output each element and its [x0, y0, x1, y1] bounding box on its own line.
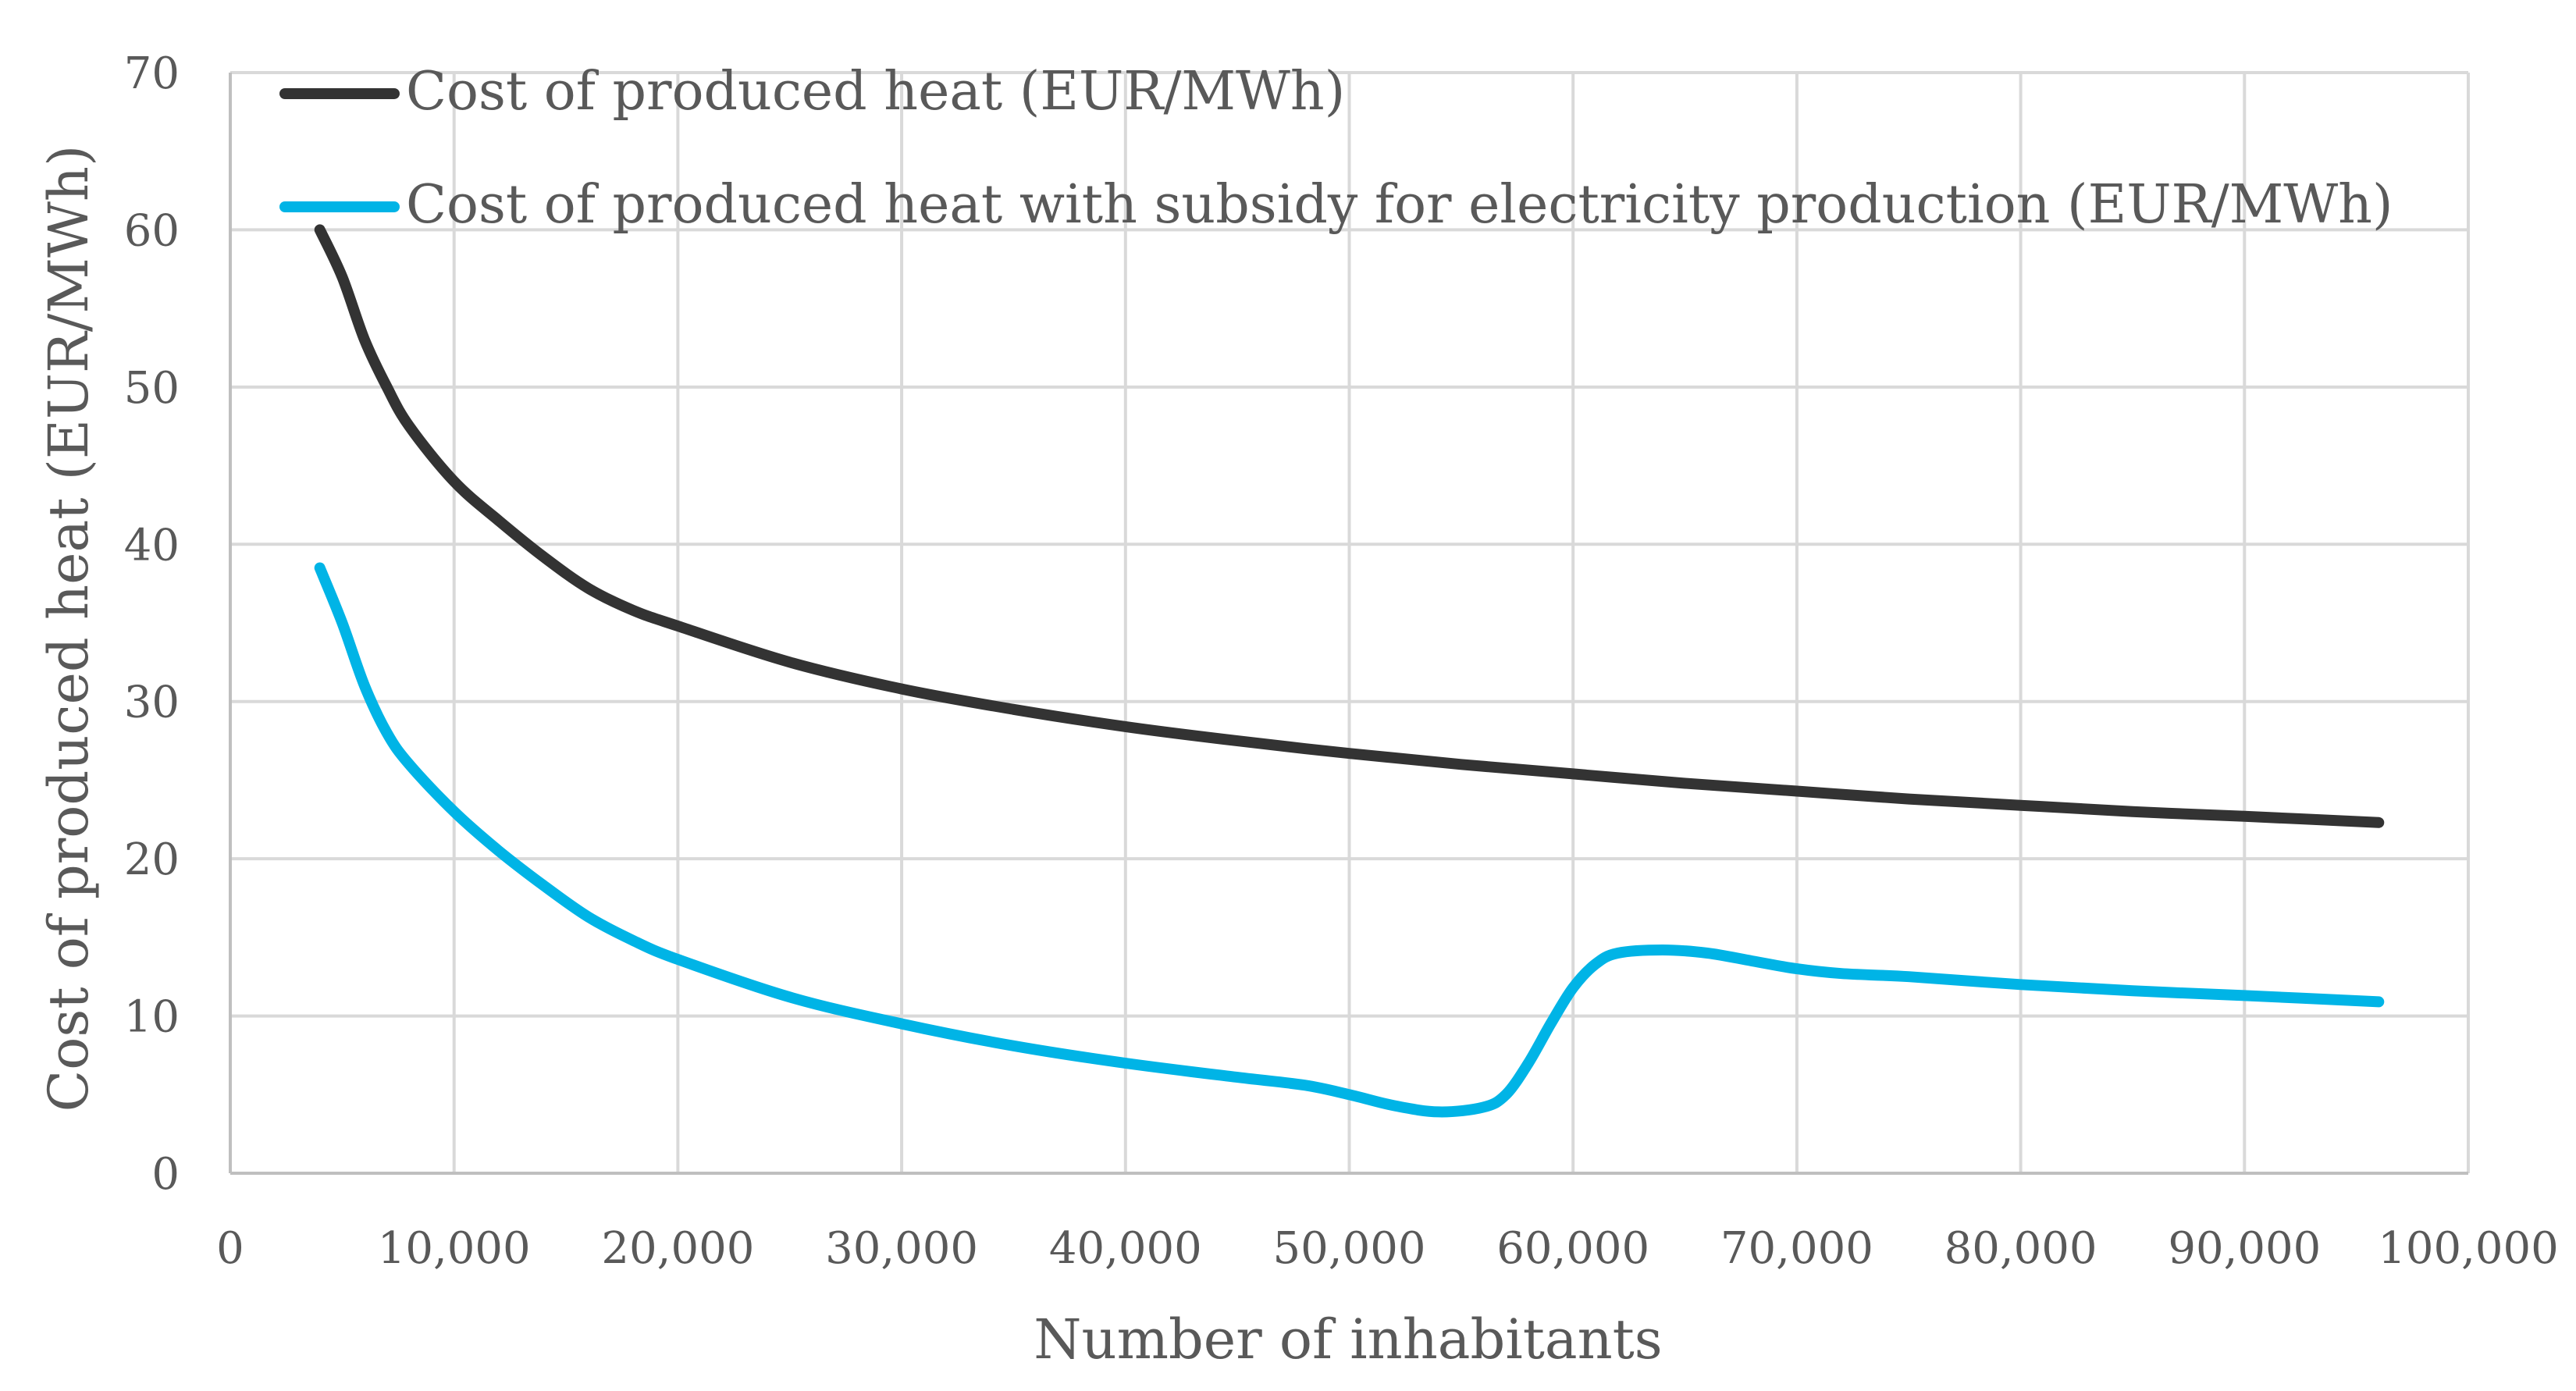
x-tick-label: 100,000	[2378, 1223, 2559, 1274]
gridlines	[230, 71, 2470, 1173]
legend: Cost of produced heat (EUR/MWh) Cost of …	[279, 61, 2393, 236]
y-tick-label: 70	[124, 48, 180, 99]
x-tick-label: 70,000	[1720, 1223, 1873, 1274]
x-tick-label: 10,000	[378, 1223, 531, 1274]
x-tick-label: 80,000	[1944, 1223, 2097, 1274]
y-tick-label: 60	[124, 205, 180, 256]
x-tick-label: 20,000	[601, 1223, 754, 1274]
x-tick-label: 40,000	[1049, 1223, 1202, 1274]
legend-label-series-0: Cost of produced heat (EUR/MWh)	[406, 61, 1345, 123]
y-tick-label: 40	[124, 520, 180, 571]
y-tick-label: 50	[124, 363, 180, 414]
series-line-1	[314, 562, 2385, 1118]
x-tick-label: 50,000	[1273, 1223, 1426, 1274]
x-tick-label: 0	[216, 1223, 244, 1274]
y-tick-label: 10	[124, 992, 180, 1043]
legend-label-series-1: Cost of produced heat with subsidy for e…	[406, 174, 2393, 236]
x-tick-label: 90,000	[2168, 1223, 2321, 1274]
x-axis-title: Number of inhabitants	[1034, 1307, 1662, 1371]
x-tick-label: 30,000	[825, 1223, 978, 1274]
y-tick-label: 30	[124, 678, 180, 728]
axes	[229, 73, 2468, 1175]
tick-labels: 0 10 20 30 40 50 60 70 0 10,000 20,000 30,000 40,000…	[124, 48, 2559, 1274]
y-axis-title: Cost of produced heat (EUR/MWh)	[37, 145, 101, 1112]
y-tick-label: 20	[124, 834, 180, 885]
series-line-0	[314, 224, 2385, 828]
x-tick-label: 60,000	[1496, 1223, 1649, 1274]
y-tick-label: 0	[151, 1149, 180, 1200]
series-lines	[314, 224, 2385, 1118]
